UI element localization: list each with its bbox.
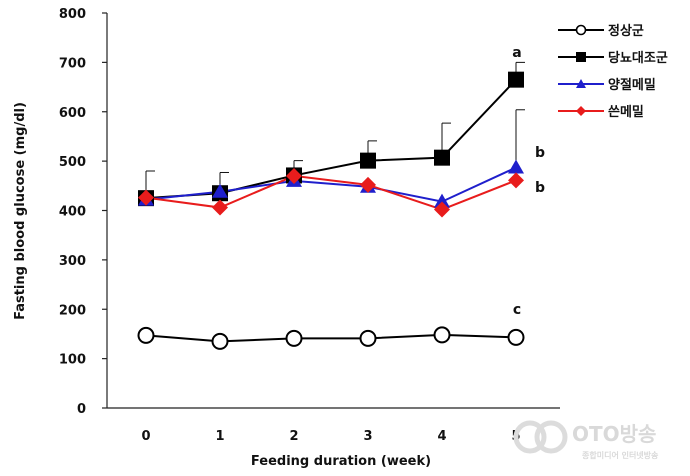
y-tick-label: 200 [59, 303, 86, 318]
significance-label: a [512, 45, 521, 61]
y-tick-label: 700 [59, 56, 86, 71]
x-tick-label: 2 [289, 429, 298, 444]
legend-marker [576, 106, 586, 116]
legend-label: 양절메밀 [608, 78, 656, 93]
x-axis-title: Feeding duration (week) [251, 454, 431, 469]
data-point-marker [433, 326, 451, 344]
x-tick-label: 1 [215, 429, 224, 444]
y-tick-label: 100 [59, 353, 86, 368]
y-axis-title: Fasting blood glucose (mg/dl) [13, 102, 28, 320]
legend-marker [576, 52, 586, 62]
series-line [145, 166, 517, 203]
watermark-text: OTO방송 [572, 422, 656, 446]
y-tick-label: 500 [59, 155, 86, 170]
data-point-marker [137, 326, 155, 344]
y-tick-label: 600 [59, 106, 86, 121]
legend-label: 쓴메밀 [608, 105, 644, 120]
x-tick-label: 4 [437, 429, 446, 444]
y-tick-label: 800 [59, 7, 86, 22]
data-point-marker [434, 193, 450, 208]
watermark-logo: OTO방송 종합미디어 인터넷방송 [513, 420, 659, 460]
y-tick-label: 400 [59, 205, 86, 220]
significance-label: b [535, 145, 545, 161]
y-tick-label: 300 [59, 254, 86, 269]
series-lines [145, 78, 517, 343]
data-point-marker [138, 189, 154, 206]
axes [102, 12, 560, 409]
x-tick-label: 0 [141, 429, 150, 444]
series-markers [137, 71, 525, 350]
data-point-marker [434, 201, 450, 218]
data-point-marker [211, 332, 229, 350]
x-tick-label: 3 [363, 429, 372, 444]
data-point-marker [360, 152, 376, 169]
series-line [145, 333, 517, 343]
legend-label: 당뇨대조군 [608, 50, 668, 66]
data-point-marker [285, 329, 303, 347]
data-point-marker [212, 183, 228, 198]
data-point-marker [507, 328, 525, 346]
watermark-subtext: 종합미디어 인터넷방송 [582, 450, 659, 460]
data-point-marker [212, 199, 228, 216]
data-point-marker [359, 329, 377, 347]
data-point-marker [508, 71, 524, 88]
data-point-marker [508, 172, 524, 189]
y-tick-label: 0 [77, 402, 86, 417]
data-point-marker [360, 176, 376, 193]
series-line [145, 174, 517, 211]
significance-labels: a b b c [512, 45, 545, 318]
legend-label: 정상군 [608, 23, 644, 39]
significance-label: b [535, 180, 545, 196]
data-point-marker [508, 159, 524, 174]
y-tick-labels: 0 100 200 300 400 500 600 700 800 [59, 7, 86, 417]
data-point-marker [286, 167, 302, 184]
legend-marker [576, 79, 586, 88]
significance-label: c [513, 302, 521, 318]
data-point-marker [434, 149, 450, 166]
legend-marker [575, 24, 587, 36]
